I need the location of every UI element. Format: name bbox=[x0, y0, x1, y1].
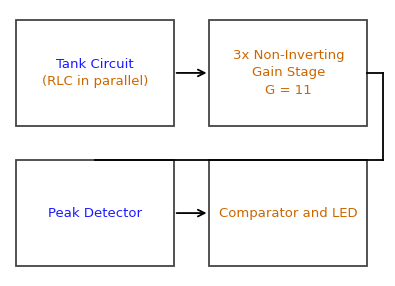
FancyBboxPatch shape bbox=[16, 20, 174, 126]
Text: Tank Circuit: Tank Circuit bbox=[56, 58, 134, 71]
Text: Comparator and LED: Comparator and LED bbox=[219, 206, 357, 220]
Text: G = 11: G = 11 bbox=[265, 84, 312, 97]
FancyBboxPatch shape bbox=[209, 20, 367, 126]
Text: Gain Stage: Gain Stage bbox=[252, 66, 325, 80]
Text: Peak Detector: Peak Detector bbox=[48, 206, 142, 220]
FancyBboxPatch shape bbox=[16, 160, 174, 266]
Text: 3x Non-Inverting: 3x Non-Inverting bbox=[233, 49, 344, 62]
Text: (RLC in parallel): (RLC in parallel) bbox=[41, 75, 148, 88]
FancyBboxPatch shape bbox=[209, 160, 367, 266]
